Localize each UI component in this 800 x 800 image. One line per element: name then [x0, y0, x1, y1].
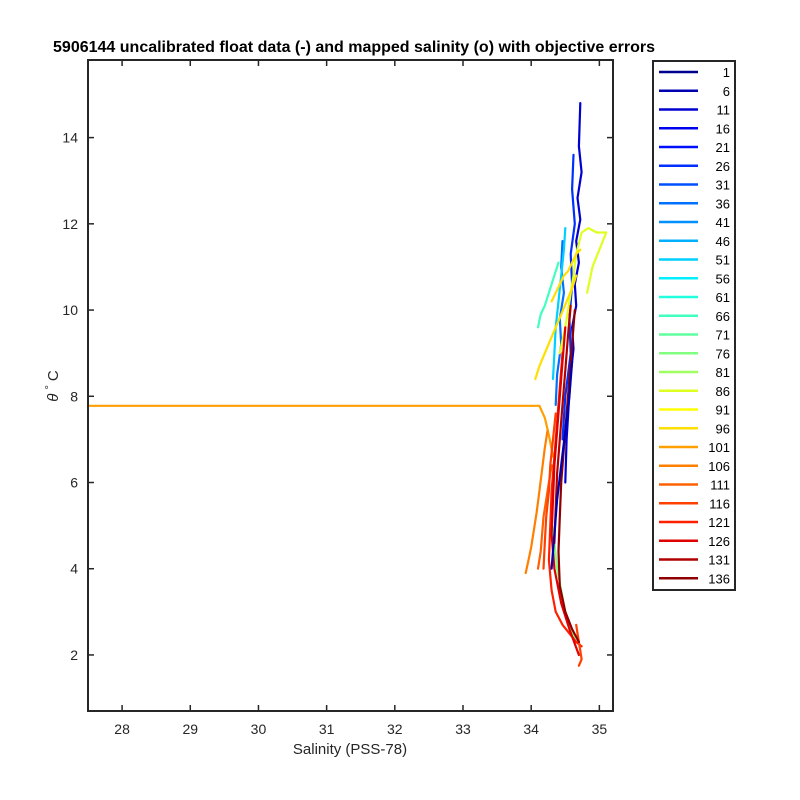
y-tick-label: 2	[70, 647, 78, 663]
y-tick-label: 4	[70, 561, 78, 577]
x-tick-label: 31	[319, 721, 335, 737]
legend-label: 76	[716, 346, 730, 361]
legend-label: 46	[716, 234, 730, 249]
legend-label: 71	[716, 328, 730, 343]
legend: 1611162126313641465156616671768186919610…	[652, 60, 736, 591]
legend-label: 101	[708, 440, 730, 455]
y-axis-label-symbol: θ	[45, 394, 62, 402]
y-axis-label-degree: °	[44, 385, 56, 389]
series-line-6	[558, 227, 608, 355]
legend-label: 11	[717, 103, 731, 118]
series-line-3	[551, 227, 567, 381]
legend-label: 56	[716, 271, 730, 286]
legend-label: 81	[716, 365, 730, 380]
y-axis-label: θ ° C	[44, 370, 62, 402]
series-line-7	[534, 274, 578, 381]
y-tick-label: 12	[62, 216, 78, 232]
x-axis: 28 29 30 31 32 33 34 35	[114, 60, 607, 737]
series-line-17	[557, 309, 581, 644]
y-tick-label: 14	[62, 130, 78, 146]
y-tick-label: 6	[70, 475, 78, 491]
y-tick-label: 8	[70, 388, 78, 404]
y-axis-label-unit: C	[45, 370, 62, 381]
plot-frame	[87, 59, 614, 712]
plot-area	[88, 60, 613, 711]
series-layer	[86, 101, 608, 667]
legend-label: 41	[716, 215, 730, 230]
x-tick-label: 35	[592, 721, 608, 737]
legend-label: 26	[716, 159, 730, 174]
legend-label: 51	[716, 253, 730, 268]
legend-label: 6	[723, 84, 730, 99]
legend-label: 91	[716, 403, 730, 418]
x-axis-label: Salinity (PSS-78)	[293, 741, 407, 758]
x-tick-label: 28	[114, 721, 130, 737]
x-tick-label: 32	[387, 721, 403, 737]
legend-label: 86	[716, 384, 730, 399]
series-line-4	[536, 261, 560, 329]
legend-label: 131	[708, 553, 730, 568]
legend-label: 126	[708, 534, 730, 549]
x-tick-label: 29	[182, 721, 198, 737]
chart-title: 5906144 uncalibrated float data (-) and …	[53, 39, 655, 56]
legend-label: 121	[708, 515, 730, 530]
legend-label: 96	[716, 421, 730, 436]
legend-label: 16	[716, 121, 730, 136]
legend-label: 66	[716, 309, 730, 324]
legend-label: 36	[716, 196, 730, 211]
y-axis: 2 4 6 8 10 12 14	[62, 130, 613, 663]
legend-label: 61	[716, 290, 730, 305]
series-line-14	[550, 326, 581, 657]
series-line-12	[542, 412, 557, 570]
legend-label: 111	[710, 478, 730, 493]
legend-label: 106	[708, 459, 730, 474]
legend-label: 21	[716, 140, 730, 155]
legend-box	[652, 60, 736, 591]
legend-label: 116	[709, 496, 730, 511]
legend-label: 31	[716, 178, 730, 193]
x-tick-label: 30	[251, 721, 267, 737]
x-tick-label: 33	[455, 721, 471, 737]
series-line-8	[550, 248, 582, 303]
series-line-18	[550, 360, 574, 570]
y-tick-label: 10	[62, 302, 78, 318]
x-tick-label: 34	[523, 721, 539, 737]
legend-label: 1	[723, 65, 730, 80]
legend-label: 136	[708, 571, 730, 586]
series-line-16	[575, 623, 583, 667]
series-line-10	[524, 429, 549, 575]
